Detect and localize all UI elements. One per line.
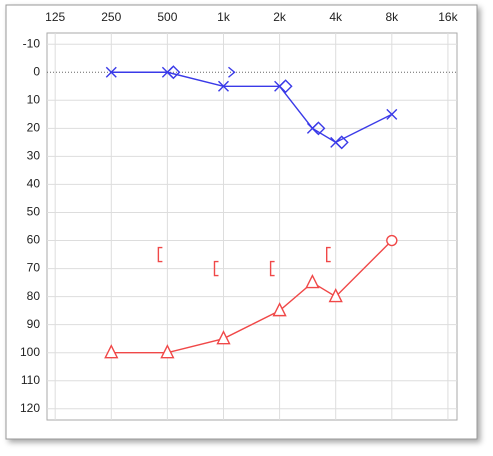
- marker-bracket: [326, 246, 331, 263]
- marker-diamond: [334, 135, 349, 150]
- x-tick-label: 125: [45, 10, 65, 24]
- marker-bracket: [213, 260, 219, 277]
- plot-area: [46, 32, 458, 421]
- x-tick-label: 500: [157, 10, 177, 24]
- y-tick-label: 120: [20, 401, 40, 415]
- marker-triangle: [104, 344, 119, 359]
- marker-diamond: [166, 65, 181, 80]
- y-tick-label: 50: [27, 205, 41, 219]
- y-tick-label: 80: [27, 289, 41, 303]
- marker-triangle: [216, 330, 231, 345]
- marker-diamond: [311, 121, 326, 136]
- marker-arrow: [228, 66, 236, 78]
- x-tick-label: 8k: [385, 10, 399, 24]
- y-tick-label: 100: [20, 345, 40, 359]
- y-tick-label: 110: [21, 373, 40, 387]
- y-tick-label: 70: [27, 261, 41, 275]
- y-tick-label: 10: [27, 92, 41, 106]
- y-tick-label: 60: [27, 233, 41, 247]
- marker-triangle: [272, 302, 287, 317]
- marker-x: [217, 80, 229, 92]
- x-tick-label: 2k: [273, 10, 287, 24]
- marker-bracket: [157, 246, 163, 263]
- y-tick-label: 40: [27, 177, 41, 191]
- marker-triangle: [328, 288, 343, 303]
- marker-triangle: [160, 344, 175, 359]
- y-tick-label: 20: [27, 121, 41, 135]
- marker-diamond: [278, 79, 293, 94]
- marker-triangle: [305, 274, 320, 289]
- y-tick-label: 30: [27, 149, 41, 163]
- y-tick-label: 90: [27, 317, 41, 331]
- marker-circle: [386, 234, 398, 247]
- x-tick-label: 16k: [438, 10, 458, 24]
- marker-bracket: [269, 260, 275, 277]
- marker-x: [386, 108, 398, 120]
- y-tick-label: -10: [23, 36, 41, 50]
- y-tick-label: 0: [33, 64, 40, 78]
- x-tick-label: 1k: [217, 10, 231, 24]
- x-tick-label: 4k: [329, 10, 343, 24]
- marker-x: [105, 66, 117, 78]
- x-tick-label: 250: [101, 10, 121, 24]
